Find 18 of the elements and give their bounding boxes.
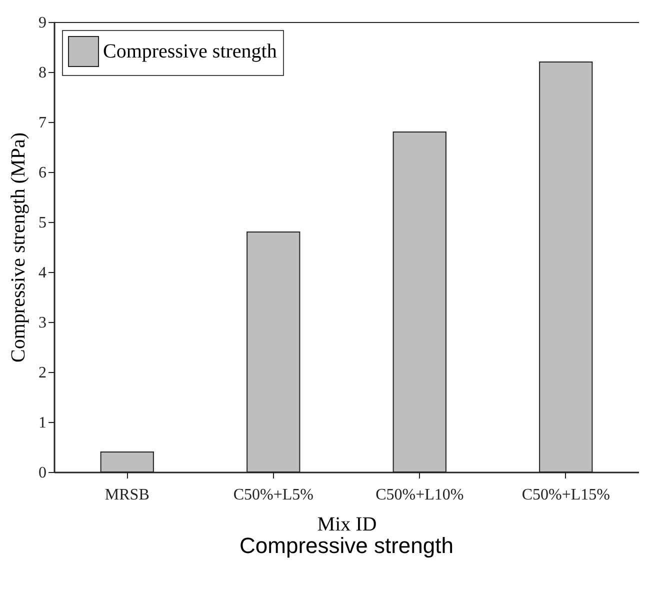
legend-label: Compressive strength (103, 40, 277, 62)
y-tick-label: 9 (38, 14, 46, 32)
text: Compressive strength (240, 533, 454, 558)
x-axis-title: Mix ID (317, 514, 377, 536)
y-axis-title: Compressive strength (MPa) (8, 132, 30, 362)
y-tick-label: 6 (38, 164, 46, 182)
y-tick-label: 4 (38, 264, 46, 282)
x-tick-label: C50%+L5% (233, 486, 314, 504)
y-tick-label: 0 (38, 464, 46, 482)
y-tick-label: 2 (38, 364, 46, 382)
y-tick-label: 7 (38, 114, 46, 132)
x-tick-label: C50%+L10% (376, 486, 464, 504)
y-tick-label: 5 (38, 214, 46, 232)
y-tick-label: 1 (38, 414, 46, 432)
y-tick-label: 3 (38, 314, 46, 332)
y-tick-label: 8 (38, 64, 46, 82)
x-tick-label: C50%+L15% (522, 486, 610, 504)
x-tick-label: MRSB (104, 486, 150, 504)
